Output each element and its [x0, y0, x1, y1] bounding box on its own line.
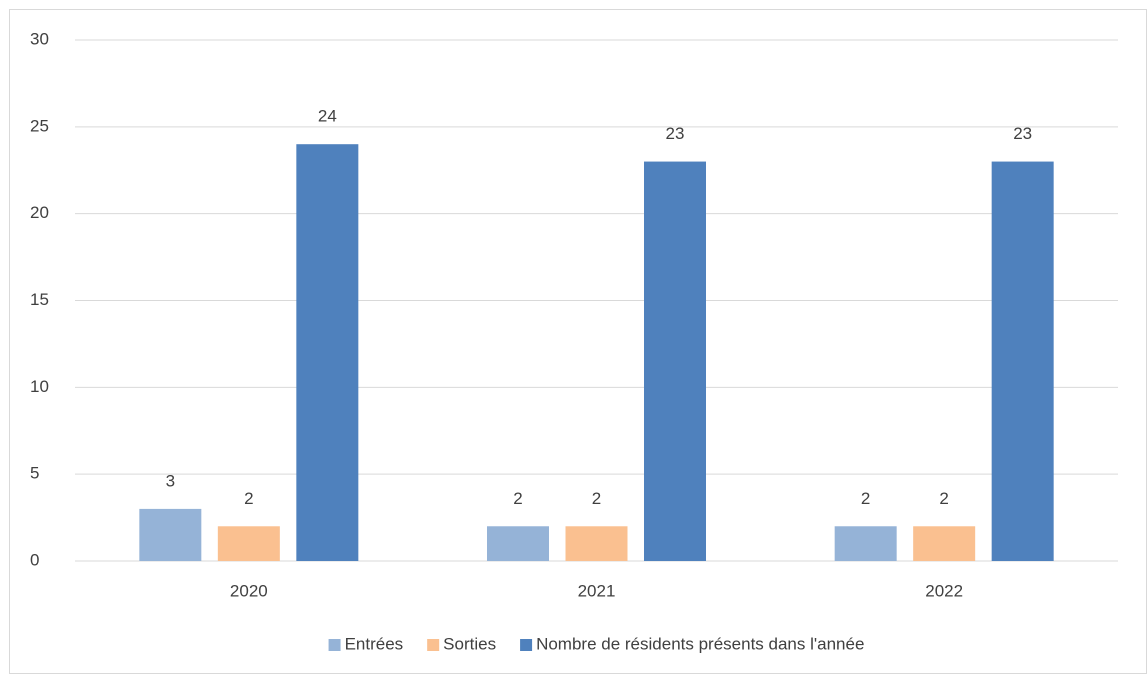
legend-label: Entrées: [345, 634, 404, 653]
legend-swatch: [520, 639, 533, 651]
x-tick-label: 2020: [230, 581, 268, 600]
data-label: 2: [939, 489, 948, 508]
bar: [217, 526, 280, 561]
x-tick-label: 2022: [925, 581, 963, 600]
data-label: 24: [318, 107, 337, 126]
bar: [834, 526, 897, 561]
bar: [565, 526, 628, 561]
x-tick-label: 2021: [578, 581, 616, 600]
legend-label: Nombre de résidents présents dans l'anné…: [536, 634, 864, 653]
bar: [139, 508, 202, 561]
data-label: 23: [1013, 124, 1032, 143]
y-tick-label: 25: [30, 116, 49, 135]
y-tick-label: 15: [30, 290, 49, 309]
legend-swatch: [427, 639, 440, 651]
bar: [991, 161, 1054, 562]
y-tick-label: 5: [30, 464, 39, 483]
data-label: 23: [666, 124, 685, 143]
data-label: 2: [592, 489, 601, 508]
y-tick-label: 20: [30, 203, 49, 222]
bar: [644, 161, 706, 562]
data-label: 3: [166, 471, 175, 490]
bar: [487, 526, 549, 561]
data-label: 2: [513, 489, 522, 508]
y-tick-label: 30: [30, 29, 49, 48]
legend-label: Sorties: [443, 634, 496, 653]
y-tick-label: 10: [30, 377, 49, 396]
legend-swatch: [328, 639, 341, 651]
bar: [296, 144, 359, 561]
y-tick-label: 0: [30, 550, 39, 569]
data-label: 2: [861, 489, 870, 508]
bar: [913, 526, 976, 561]
data-label: 2: [244, 489, 253, 508]
chart-frame: [9, 9, 1147, 674]
